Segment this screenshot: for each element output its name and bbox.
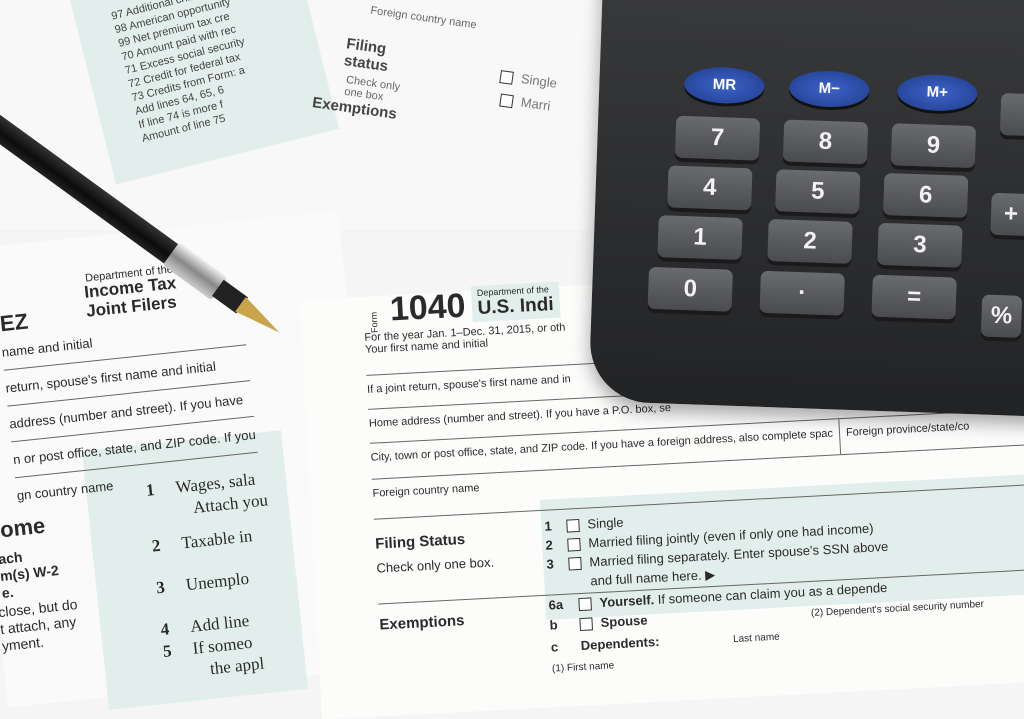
ssn-column-header: (2) Dependent's social security number [810, 598, 985, 619]
key-9[interactable]: 9 [890, 123, 977, 169]
key-decimal[interactable]: · [759, 270, 845, 316]
key-plus[interactable]: + [990, 192, 1024, 237]
key-8[interactable]: 8 [782, 119, 869, 165]
form-label: Form [368, 311, 380, 334]
left-form-enclose: close, but do t attach, any yment. [0, 595, 79, 655]
left-form-income: ome [0, 512, 47, 543]
filing-status-note: Check only one box. [376, 554, 495, 576]
key-memory-recall[interactable]: MR [683, 65, 766, 105]
key-2[interactable]: 2 [767, 218, 853, 264]
key-memory-plus[interactable]: M+ [896, 73, 978, 113]
key-edge-top[interactable] [999, 93, 1024, 137]
key-memory-minus[interactable]: M− [788, 69, 870, 109]
key-1[interactable]: 1 [657, 215, 743, 261]
left-form-items: 1 Wages, sala Attach you 2 Taxable in 3 … [145, 469, 269, 679]
left-form-income-sub: ach m(s) W-2 e. [0, 548, 60, 601]
key-0[interactable]: 0 [647, 266, 733, 312]
key-4[interactable]: 4 [667, 165, 753, 211]
form-title-block: Department of the U.S. Indi [470, 281, 561, 323]
key-3[interactable]: 3 [877, 222, 963, 268]
key-equals[interactable]: = [871, 274, 957, 320]
key-6[interactable]: 6 [882, 172, 969, 218]
exemptions-heading: Exemptions [379, 612, 465, 634]
form-number: 1040 [388, 286, 467, 329]
key-7[interactable]: 7 [674, 115, 761, 161]
key-5[interactable]: 5 [775, 169, 861, 215]
filing-status-heading: Filing Status [374, 530, 466, 553]
calculator: MR M− M+ 7 8 9 4 5 6 1 2 3 0 · = + % [588, 0, 1024, 419]
key-percent[interactable]: % [980, 294, 1023, 338]
field-foreign-province: Foreign province/state/co [845, 420, 970, 439]
